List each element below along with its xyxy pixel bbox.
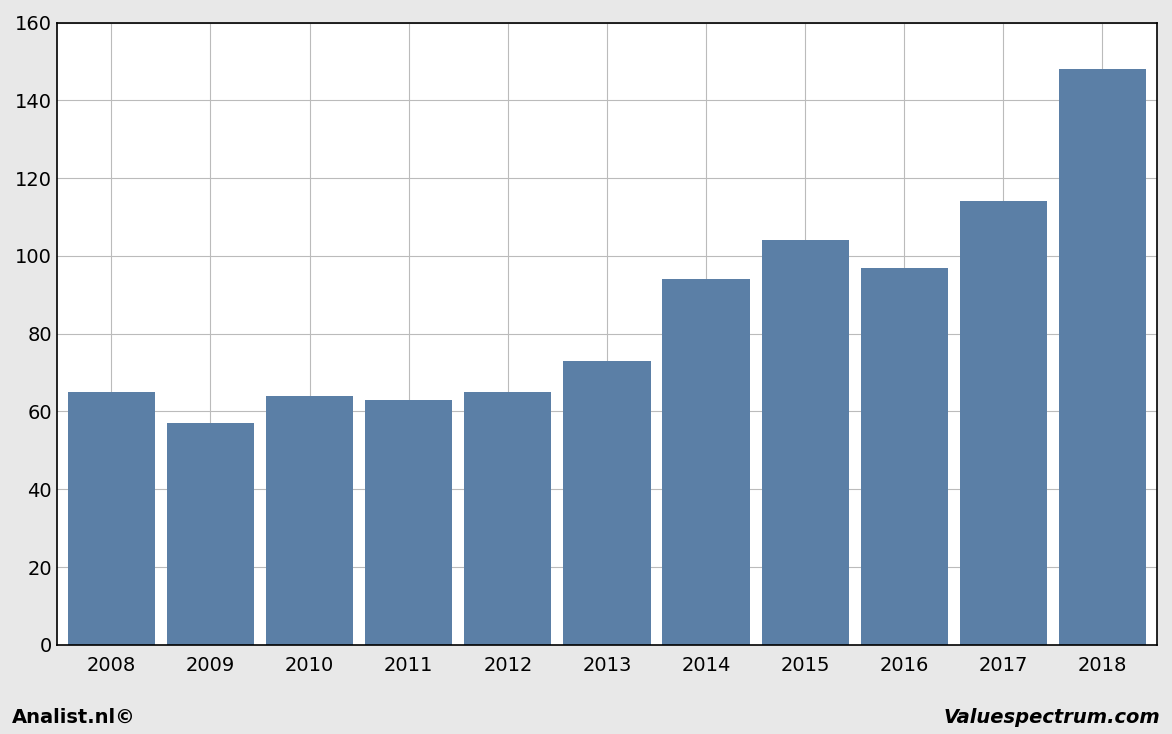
Text: Valuespectrum.com: Valuespectrum.com	[943, 708, 1160, 727]
Bar	[166, 423, 254, 645]
Bar	[662, 279, 750, 645]
Bar	[366, 400, 452, 645]
Bar	[762, 240, 849, 645]
Bar	[860, 268, 948, 645]
Bar	[960, 201, 1047, 645]
Text: Analist.nl©: Analist.nl©	[12, 708, 136, 727]
Bar	[266, 396, 353, 645]
Bar	[564, 361, 650, 645]
Bar	[1058, 69, 1146, 645]
Bar	[68, 392, 155, 645]
Bar	[464, 392, 552, 645]
